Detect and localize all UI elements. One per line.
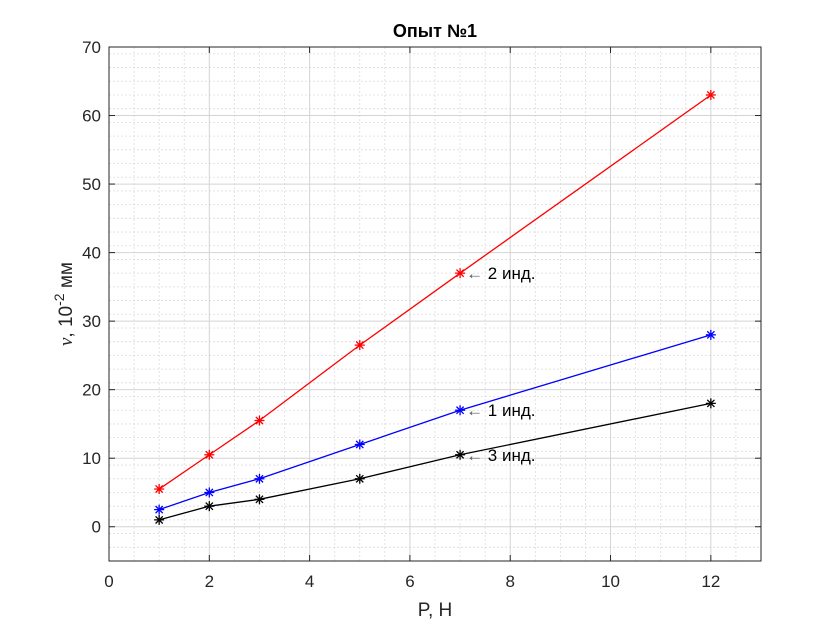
- data-point-marker: [154, 504, 165, 515]
- marker-stroke: [205, 450, 214, 459]
- annotation-label: ← 2 инд.: [466, 264, 535, 283]
- marker-stroke: [706, 399, 715, 408]
- x-tick-label: 6: [405, 572, 414, 591]
- data-point-marker: [254, 415, 265, 426]
- marker-stroke: [456, 406, 465, 415]
- series-group: [154, 89, 716, 525]
- data-point-marker: [354, 439, 365, 450]
- data-point-marker: [455, 405, 466, 416]
- data-point-marker: [354, 473, 365, 484]
- y-axis-exponent: -2: [51, 293, 67, 306]
- annotation-arrow: ←: [466, 401, 488, 420]
- data-point-marker: [254, 473, 265, 484]
- marker-stroke: [155, 515, 164, 524]
- y-tick-label: 60: [82, 107, 101, 126]
- plot-frame: [108, 46, 762, 562]
- y-tick-label: 0: [92, 518, 101, 537]
- y-tick-label: 20: [82, 381, 101, 400]
- marker-stroke: [155, 505, 164, 514]
- x-tick-label: 10: [601, 572, 620, 591]
- marker-stroke: [456, 269, 465, 278]
- marker-stroke: [205, 488, 214, 497]
- data-point-marker: [204, 449, 215, 460]
- data-point-marker: [204, 487, 215, 498]
- x-tick-label: 4: [305, 572, 314, 591]
- y-tick-label: 10: [82, 449, 101, 468]
- x-tick-label: 8: [505, 572, 514, 591]
- data-point-marker: [455, 268, 466, 279]
- y-tick-label: 50: [82, 175, 101, 194]
- annotation-text: 2 инд.: [488, 264, 536, 283]
- y-axis-unit: мм: [56, 262, 77, 293]
- data-point-marker: [204, 501, 215, 512]
- series-line-3: [158, 402, 711, 521]
- marker-stroke: [456, 450, 465, 459]
- x-axis-label: P, Н: [418, 600, 453, 621]
- y-axis-prefix: , 10: [56, 306, 77, 338]
- marker-stroke: [255, 495, 264, 504]
- data-point-marker: [354, 340, 365, 351]
- marker-stroke: [255, 474, 264, 483]
- annotation-text: 1 инд.: [488, 401, 536, 420]
- marker-stroke: [205, 502, 214, 511]
- marker-stroke: [706, 330, 715, 339]
- marker-stroke: [355, 341, 364, 350]
- annotation-arrow: ←: [466, 446, 488, 465]
- annotation-label: ← 3 инд.: [466, 446, 535, 465]
- x-tick-label: 2: [205, 572, 214, 591]
- annotation-arrow: ←: [466, 264, 488, 283]
- series-line-1: [158, 94, 712, 490]
- axis-ticks: 0 2 4 6 8 10 12 0 10 20 30 40 50 60 70: [82, 38, 761, 591]
- marker-stroke: [706, 90, 715, 100]
- series-line-2: [158, 334, 712, 511]
- data-point-marker: [254, 494, 265, 505]
- data-point-marker: [154, 514, 165, 525]
- data-point-marker: [705, 398, 716, 409]
- data-point-marker: [705, 329, 716, 340]
- data-point-marker: [705, 89, 716, 100]
- x-tick-label: 0: [104, 572, 113, 591]
- marker-stroke: [355, 440, 364, 449]
- y-tick-label: 40: [82, 244, 101, 263]
- y-tick-label: 30: [82, 312, 101, 331]
- y-axis-symbol: ν: [56, 337, 77, 346]
- chart-title: Опыт №1: [393, 21, 477, 41]
- marker-stroke: [155, 484, 164, 494]
- x-tick-label: 12: [701, 572, 720, 591]
- marker-stroke: [355, 474, 364, 483]
- annotations-group: ← 2 инд.← 1 инд.← 3 инд.: [466, 264, 535, 465]
- y-axis-label: ν, 10-2 мм: [51, 262, 77, 346]
- data-point-marker: [455, 449, 466, 460]
- marker-stroke: [255, 416, 264, 425]
- y-tick-label: 70: [82, 38, 101, 57]
- annotation-text: 3 инд.: [488, 446, 536, 465]
- annotation-label: ← 1 инд.: [466, 401, 535, 420]
- data-point-marker: [154, 484, 165, 495]
